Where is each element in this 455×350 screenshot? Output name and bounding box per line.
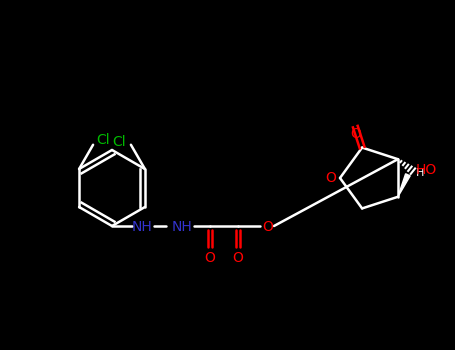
Text: Cl: Cl xyxy=(96,133,110,147)
Text: H: H xyxy=(416,168,424,178)
Text: NH: NH xyxy=(172,220,192,234)
Text: O: O xyxy=(350,127,361,141)
Text: O: O xyxy=(326,171,336,185)
Text: HO: HO xyxy=(415,163,436,177)
Text: NH: NH xyxy=(131,220,152,234)
Text: O: O xyxy=(233,251,243,265)
Text: Cl: Cl xyxy=(112,135,126,149)
Text: O: O xyxy=(263,220,273,234)
Polygon shape xyxy=(398,174,410,197)
Text: O: O xyxy=(205,251,215,265)
